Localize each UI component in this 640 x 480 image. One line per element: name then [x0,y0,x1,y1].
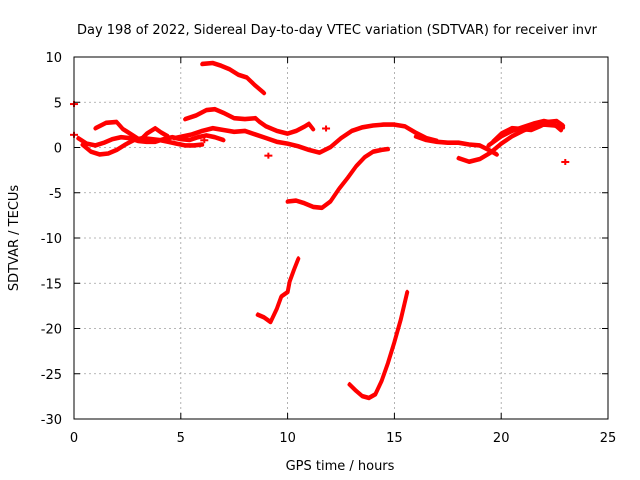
series-arc-deep-1-scatter [256,256,300,322]
y-tick-label: -15 [41,277,62,292]
series-arc-high [200,61,267,96]
series-arc-upper-mid [183,107,316,136]
grid [74,57,608,419]
x-tick-labels: 0 5 10 15 20 25 [70,431,616,446]
chart-title: Day 198 of 2022, Sidereal Day-to-day VTE… [77,23,598,38]
series-arc-mid [172,122,440,155]
series-arc-deep-1 [255,256,301,325]
y-tick-label: 5 [54,96,62,111]
x-axis-label: GPS time / hours [286,459,395,474]
series-arc-low-3 [93,120,170,143]
y-tick-label: -30 [41,413,62,428]
series-arc-high-scatter [201,60,266,93]
y-tick-labels: -30 -25 -20 -15 -10 -5 0 5 10 [41,51,62,428]
y-tick-label: -25 [41,368,62,383]
outlier-point [322,125,331,132]
x-tick-label: 20 [493,431,510,446]
series-arc-mid-scatter [173,122,439,153]
series-arc-descent [285,147,390,211]
series-arc-right-2 [456,122,566,164]
series-arc-low-3-scatter [94,119,170,140]
outlier-point [561,158,570,165]
series-layer [70,60,570,401]
series-arc-right-1 [413,134,499,157]
series-arc-right-1-scatter [414,134,498,155]
y-tick-label: -20 [41,323,62,338]
series-arc-right-4-scatter [491,118,565,142]
series-arc-deep-2 [347,290,410,401]
axis-ticks [73,56,609,420]
y-tick-label: -10 [41,232,62,247]
series-arc-low-2 [76,133,226,148]
outlier-point [200,137,209,144]
series-arc-right-4 [490,119,566,145]
series-arc-deep-2-scatter [348,289,409,398]
y-tick-label: 0 [54,142,62,157]
series-arc-low-2-scatter [77,133,225,146]
series-arc-upper-mid-scatter [184,106,315,134]
x-tick-label: 15 [386,431,403,446]
x-tick-label: 5 [177,431,185,446]
x-tick-label: 25 [600,431,617,446]
x-tick-label: 10 [279,431,296,446]
x-tick-label: 0 [70,431,78,446]
y-tick-label: 10 [45,51,62,66]
y-tick-label: -5 [49,187,62,202]
series-arc-descent-scatter [286,146,390,208]
y-axis-label: SDTVAR / TECUs [7,185,22,292]
outlier-point [264,152,273,159]
